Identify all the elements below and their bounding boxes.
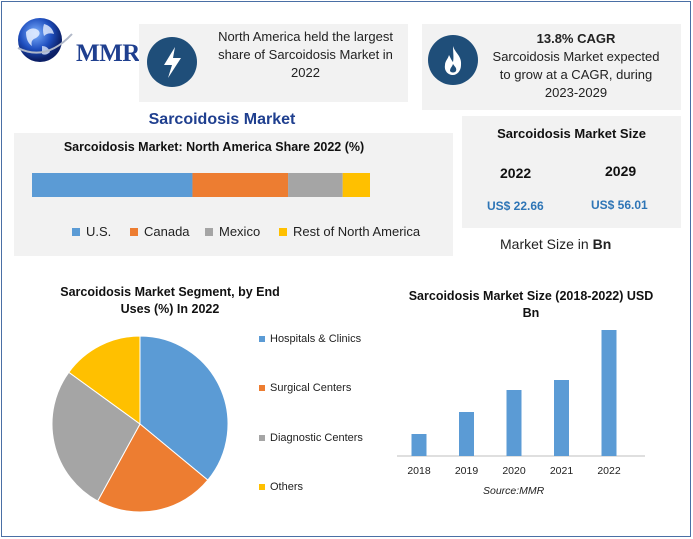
legend-item-rest: Rest of North America [279,224,420,239]
x-tick-2021: 2021 [549,465,574,477]
market-size-title: Sarcoidosis Market Size [497,126,646,141]
year-end: 2029 [605,163,637,179]
region-highlight-text: North America held the largest share of … [218,29,393,80]
north-america-share-card: Sarcoidosis Market: North America Share … [14,133,453,256]
market-size-note-prefix: Market Size in [500,236,589,252]
column-chart [397,330,645,457]
legend-item-mexico: Mexico [205,224,260,239]
x-tick-2019: 2019 [454,465,479,477]
stacked-segment-rest-of-north-america [342,173,370,197]
pie-chart-title: Sarcoidosis Market Segment, by End Uses … [60,285,280,316]
flame-icon [428,35,478,85]
brand-name: MMR [76,40,140,67]
pie-legend-surgical: Surgical Centers [259,382,351,394]
pie-slice-surgical-centers [96,423,209,513]
pie-label-diagnostic: Diagnostic Centers [270,432,363,444]
legend-swatch-canada [130,227,138,236]
legend-label-mexico: Mexico [219,224,261,239]
column-chart-title: Sarcoidosis Market Size (2018-2022) USD … [408,289,654,320]
globe-icon [17,18,73,62]
legend-item-us: U.S. [72,224,111,239]
legend-swatch-mexico [205,227,213,236]
pie-label-surgical: Surgical Centers [270,382,352,394]
pie-legend-others: Others [259,481,303,493]
bar-2022 [601,330,617,456]
legend-label-canada: Canada [144,224,190,239]
market-size-note-unit: Bn [592,236,612,252]
legend-label-rest: Rest of North America [293,224,421,239]
pie-swatch-hospitals [259,336,265,342]
value-start: US$ 22.66 [487,199,544,213]
pie-label-hospitals: Hospitals & Clinics [270,333,362,345]
lightning-icon [147,37,197,87]
bar-2020 [506,390,522,456]
chart-source: Source:MMR [483,485,545,497]
x-tick-2018: 2018 [407,465,431,477]
stacked-segment-u-s [32,173,193,197]
cagr-text: Sarcoidosis Market expected to grow at a… [492,49,660,100]
x-tick-2022: 2022 [597,465,621,477]
value-end: US$ 56.01 [591,198,648,212]
bar-2019 [459,412,474,456]
pie-legend-hospitals: Hospitals & Clinics [259,333,361,345]
pie-label-others: Others [270,481,304,493]
legend-swatch-us [72,227,80,236]
market-size-note: Market Size in Bn [500,236,611,252]
bar-2021 [554,380,569,456]
pie-legend-diagnostic: Diagnostic Centers [259,432,363,444]
pie-swatch-diagnostic [259,435,265,441]
logo: MMR [14,14,140,67]
pie-slice-hospitals-clinics [139,335,229,481]
region-highlight-card: North America held the largest share of … [139,24,408,102]
pie-slice-diagnostic-centers [51,371,141,502]
stacked-segment-mexico [288,173,343,197]
pie-chart [51,335,229,513]
legend-item-canada: Canada [130,224,190,239]
stacked-segment-canada [192,173,289,197]
pie-swatch-surgical [259,385,265,391]
stacked-chart-title: Sarcoidosis Market: North America Share … [63,140,365,154]
legend-swatch-rest [279,227,287,236]
pie-slice-others [68,335,141,425]
market-size-card: Sarcoidosis Market Size 2022 2029 US$ 22… [462,116,681,228]
year-start: 2022 [500,165,532,181]
main-title: Sarcoidosis Market [148,111,296,128]
pie-swatch-others [259,484,265,490]
bar-2018 [411,434,427,456]
legend-label-us: U.S. [86,224,112,239]
cagr-highlight-card: 13.8% CAGR Sarcoidosis Market expected t… [422,24,681,110]
stacked-bar-chart [32,173,370,197]
cagr-title: 13.8% CAGR [536,31,616,46]
x-tick-2020: 2020 [502,465,526,477]
